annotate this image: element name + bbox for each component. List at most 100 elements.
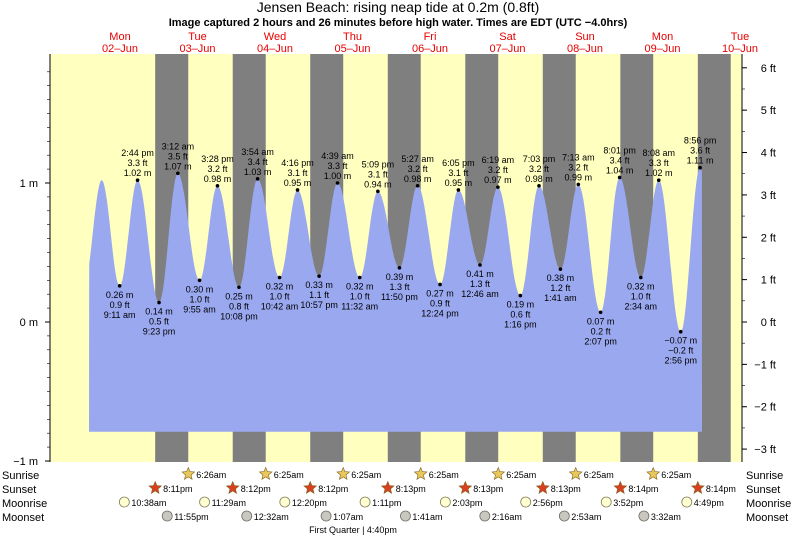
- day-of-week-label: Tue: [188, 31, 207, 43]
- day-date-label: 03–Jun: [179, 43, 215, 55]
- low-m-label: 0.27 m: [426, 288, 454, 298]
- sunset-icon: [380, 480, 395, 494]
- high-time-label: 3:54 am: [241, 147, 274, 157]
- high-time-label: 7:13 am: [562, 152, 595, 162]
- day-of-week-label: Thu: [343, 31, 362, 43]
- extreme-point: [558, 267, 563, 271]
- sunrise-time: 6:25am: [429, 470, 459, 480]
- right-tick-label: −2 ft: [754, 402, 776, 414]
- moonrise-icon: [681, 496, 693, 508]
- low-m-label: −0.07 m: [664, 336, 697, 346]
- low-ft-label: −0.2 ft: [668, 346, 694, 356]
- high-time-label: 5:27 am: [401, 154, 434, 164]
- extreme-point: [277, 275, 282, 280]
- high-m-label: 1.03 m: [244, 167, 272, 177]
- moonrise-icon: [118, 496, 130, 508]
- low-m-label: 0.30 m: [186, 284, 214, 294]
- high-ft-label: 3.1 ft: [368, 169, 389, 179]
- extreme-point: [376, 189, 380, 194]
- extreme-point: [496, 185, 500, 189]
- right-tick-label: −3 ft: [754, 444, 776, 456]
- sunset-time: 8:14pm: [706, 484, 736, 494]
- extreme-point: [478, 263, 482, 267]
- right-tick-label: 6 ft: [761, 63, 776, 75]
- sunrise-time: 6:25am: [274, 470, 304, 480]
- sunset-time: 8:13pm: [396, 484, 426, 494]
- low-ft-label: 1.3 ft: [389, 282, 410, 292]
- high-m-label: 0.98 m: [404, 174, 432, 184]
- row-label-right: Moonrise: [746, 498, 791, 510]
- sunrise-icon: [181, 466, 196, 480]
- moonset-time: 2:16am: [492, 512, 522, 522]
- high-m-label: 1.02 m: [124, 168, 152, 178]
- low-ft-label: 0.6 ft: [510, 310, 531, 320]
- extreme-point: [357, 275, 362, 280]
- day-date-label: 06–Jun: [412, 43, 448, 55]
- moonset-icon: [320, 510, 332, 522]
- extreme-point: [638, 275, 643, 280]
- low-ft-label: 0.9 ft: [110, 300, 131, 310]
- high-m-label: 0.98 m: [204, 174, 232, 184]
- sunrise-time: 6:26am: [196, 470, 226, 480]
- extreme-point: [317, 274, 321, 278]
- moon-phase-label: First Quarter | 4:40pm: [309, 525, 397, 535]
- high-time-label: 2:44 pm: [121, 148, 154, 158]
- sunset-time: 8:14pm: [628, 484, 658, 494]
- high-time-label: 6:19 am: [482, 155, 515, 165]
- high-m-label: 0.95 m: [445, 178, 473, 188]
- right-tick-label: 2 ft: [761, 232, 776, 244]
- day-of-week-label: Mon: [109, 31, 130, 43]
- low-ft-label: 1.0 ft: [190, 294, 211, 304]
- extreme-point: [215, 183, 220, 188]
- row-label-right: Sunrise: [746, 470, 783, 482]
- moonset-icon: [479, 510, 491, 522]
- high-ft-label: 3.5 ft: [168, 151, 189, 161]
- moonset-time: 2:53am: [571, 512, 601, 522]
- sunrise-icon: [336, 466, 351, 480]
- low-time-label: 2:56 pm: [664, 356, 697, 366]
- extreme-point: [117, 284, 122, 288]
- high-ft-label: 3.1 ft: [448, 168, 469, 178]
- moonset-icon: [638, 510, 650, 522]
- low-m-label: 0.38 m: [547, 273, 575, 283]
- low-m-label: 0.26 m: [106, 290, 134, 300]
- moonrise-time: 3:52pm: [613, 498, 643, 508]
- low-ft-label: 0.9 ft: [430, 298, 451, 308]
- high-m-label: 1.11 m: [687, 156, 714, 166]
- low-time-label: 9:11 am: [104, 310, 136, 320]
- high-m-label: 0.95 m: [284, 178, 312, 188]
- right-tick-label: 1 ft: [761, 275, 776, 287]
- row-label-right: Moonset: [746, 512, 788, 524]
- low-time-label: 1:41 am: [544, 293, 577, 303]
- moonrise-time: 11:29am: [212, 498, 246, 508]
- left-tick-label: −1 m: [13, 456, 38, 468]
- sunrise-time: 6:25am: [661, 470, 691, 480]
- sunset-time: 8:13pm: [473, 484, 503, 494]
- extreme-point: [415, 183, 420, 188]
- moonrise-time: 1:11pm: [372, 498, 401, 508]
- high-time-label: 3:12 am: [162, 141, 195, 151]
- left-tick-label: 1 m: [20, 178, 38, 190]
- astro-rows: Sunrise Sunrise Sunset Sunset Moonrise Moonri…: [2, 466, 791, 535]
- row-label-left: Sunset: [2, 484, 36, 496]
- high-m-label: 1.07 m: [164, 161, 192, 171]
- extreme-point: [335, 181, 340, 185]
- day-date-label: 04–Jun: [257, 43, 293, 55]
- sunset-time: 8:12pm: [241, 484, 271, 494]
- high-ft-label: 3.6 ft: [690, 146, 711, 156]
- high-m-label: 0.94 m: [364, 179, 392, 189]
- right-tick-label: 4 ft: [761, 148, 776, 160]
- row-label-left: Sunrise: [2, 470, 39, 482]
- low-time-label: 12:46 am: [461, 289, 499, 299]
- low-m-label: 0.41 m: [466, 269, 494, 279]
- high-time-label: 4:39 am: [321, 151, 354, 161]
- moonset-icon: [241, 510, 253, 522]
- sunrise-icon: [258, 466, 273, 480]
- low-m-label: 0.32 m: [346, 282, 374, 292]
- sunrise-icon: [646, 466, 661, 480]
- day-date-label: 02–Jun: [102, 43, 138, 55]
- extreme-point: [295, 188, 300, 192]
- high-ft-label: 3.2 ft: [207, 164, 228, 174]
- low-ft-label: 1.0 ft: [270, 292, 291, 302]
- low-m-label: 0.25 m: [225, 291, 253, 301]
